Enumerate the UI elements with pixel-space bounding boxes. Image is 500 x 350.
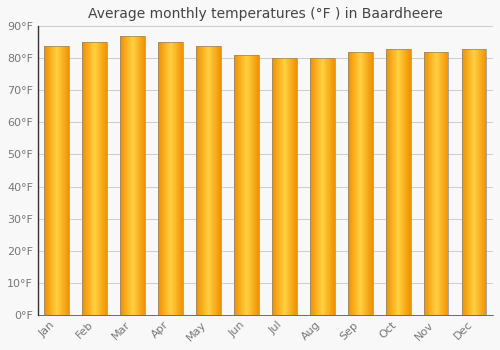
Bar: [82, 42, 107, 315]
Bar: [386, 49, 410, 315]
Bar: [234, 55, 259, 315]
Bar: [196, 46, 221, 315]
Title: Average monthly temperatures (°F ) in Baardheere: Average monthly temperatures (°F ) in Ba…: [88, 7, 443, 21]
Bar: [272, 58, 296, 315]
Bar: [158, 42, 183, 315]
Bar: [120, 36, 145, 315]
Bar: [310, 58, 334, 315]
Bar: [462, 49, 486, 315]
Bar: [424, 52, 448, 315]
Bar: [44, 46, 69, 315]
Bar: [348, 52, 372, 315]
